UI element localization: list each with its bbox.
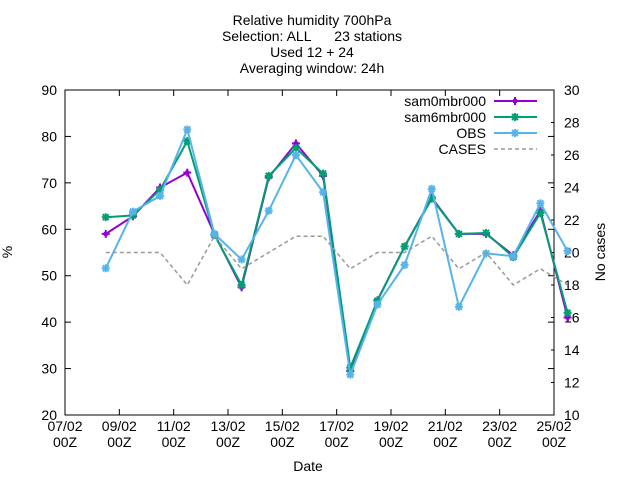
y-tick-label: 90 <box>41 82 57 98</box>
x-tick-label-time: 00Z <box>488 434 513 450</box>
data-point <box>128 207 137 216</box>
data-point <box>101 264 110 273</box>
x-tick-label-date: 21/02 <box>428 418 463 434</box>
legend-label: sam0mbr000 <box>404 93 486 109</box>
y2-tick-label: 22 <box>564 212 580 228</box>
y2-tick-label: 10 <box>564 407 580 423</box>
y-tick-label: 30 <box>41 361 57 377</box>
x-tick-label-date: 25/02 <box>536 418 571 434</box>
series-line-cases <box>105 234 568 287</box>
x-tick-label-date: 09/02 <box>102 418 137 434</box>
x-tick-label-time: 00Z <box>379 434 404 450</box>
data-point <box>454 229 463 238</box>
data-point <box>319 169 328 178</box>
series-sam0mbr000 <box>101 139 572 375</box>
x-axis-label: Date <box>293 458 323 474</box>
data-point <box>400 261 409 270</box>
y-tick-label: 70 <box>41 175 57 191</box>
title-line-4: Averaging window: 24h <box>240 60 385 76</box>
data-point <box>264 171 273 180</box>
data-point <box>346 370 355 379</box>
data-point <box>536 209 545 218</box>
y2-tick-label: 30 <box>564 82 580 98</box>
x-tick-label-time: 00Z <box>270 434 295 450</box>
y-tick-label: 60 <box>41 221 57 237</box>
y-tick-label: 40 <box>41 314 57 330</box>
legend-marker <box>511 129 519 137</box>
data-point <box>264 206 273 215</box>
legend-marker <box>511 113 519 121</box>
x-tick-label-date: 17/02 <box>319 418 354 434</box>
x-tick-label-time: 00Z <box>325 434 350 450</box>
data-point <box>400 242 409 251</box>
data-point <box>373 300 382 309</box>
x-tick-label-date: 23/02 <box>482 418 517 434</box>
series-obs <box>101 125 572 379</box>
data-point <box>237 281 246 289</box>
x-tick-label-date: 19/02 <box>373 418 408 434</box>
data-point <box>509 252 518 261</box>
y2-tick-label: 12 <box>564 375 580 391</box>
y2-tick-label: 24 <box>564 180 580 196</box>
data-point <box>183 168 192 177</box>
data-point <box>291 151 300 159</box>
chart-title: Relative humidity 700hPa Selection: ALL … <box>222 12 402 76</box>
data-point <box>183 125 192 134</box>
legend-marker <box>511 97 519 105</box>
y-axis-label: % <box>0 246 15 258</box>
x-tick-label-time: 00Z <box>542 434 567 450</box>
x-tick-label-time: 00Z <box>433 434 458 450</box>
series-line-sam0mbr000 <box>105 141 569 372</box>
data-point <box>101 229 110 238</box>
data-point <box>210 229 219 238</box>
data-point <box>101 213 110 222</box>
series-line-sam6mbr000 <box>105 138 569 372</box>
x-tick-label-time: 00Z <box>107 434 132 450</box>
y2-tick-label: 18 <box>564 277 580 293</box>
x-tick-label-time: 00Z <box>53 434 78 450</box>
data-point <box>536 199 545 208</box>
data-point <box>319 188 328 197</box>
x-tick-label-date: 13/02 <box>210 418 245 434</box>
y2-tick-label: 28 <box>564 115 580 131</box>
series-line-obs <box>104 126 569 379</box>
legend-label: OBS <box>456 125 486 141</box>
legend-label: sam6mbr000 <box>404 109 486 125</box>
x-tick-label-date: 15/02 <box>265 418 300 434</box>
y-tick-label: 20 <box>41 407 57 423</box>
y-tick-label: 80 <box>41 128 57 144</box>
y-tick-label: 50 <box>41 268 57 284</box>
x-tick-label-time: 00Z <box>216 434 241 450</box>
title-line-2: Selection: ALL 23 stations <box>222 28 402 44</box>
data-point <box>291 144 300 153</box>
y-axis-left: 20 30 40 50 60 70 80 90 <box>41 82 554 423</box>
data-point <box>237 255 246 264</box>
data-point <box>482 229 491 237</box>
series-layer <box>101 125 572 379</box>
x-tick-label-date: 11/02 <box>157 418 191 434</box>
x-axis: 07/0200Z09/0200Z11/0200Z13/0200Z15/0200Z… <box>47 90 572 450</box>
title-line-1: Relative humidity 700hPa <box>233 12 392 28</box>
y2-axis-label: No cases <box>592 223 608 281</box>
title-line-3: Used 12 + 24 <box>270 44 354 60</box>
data-point <box>563 247 572 256</box>
series-cases <box>105 234 568 287</box>
y2-tick-label: 14 <box>564 342 580 358</box>
data-point <box>427 184 436 193</box>
data-point <box>156 191 165 200</box>
x-tick-label-date: 07/02 <box>47 418 82 434</box>
x-tick-label-time: 00Z <box>162 434 187 450</box>
data-point <box>563 308 572 317</box>
legend-label: CASES <box>439 141 486 157</box>
data-point <box>454 302 463 311</box>
y2-tick-label: 26 <box>564 147 580 163</box>
